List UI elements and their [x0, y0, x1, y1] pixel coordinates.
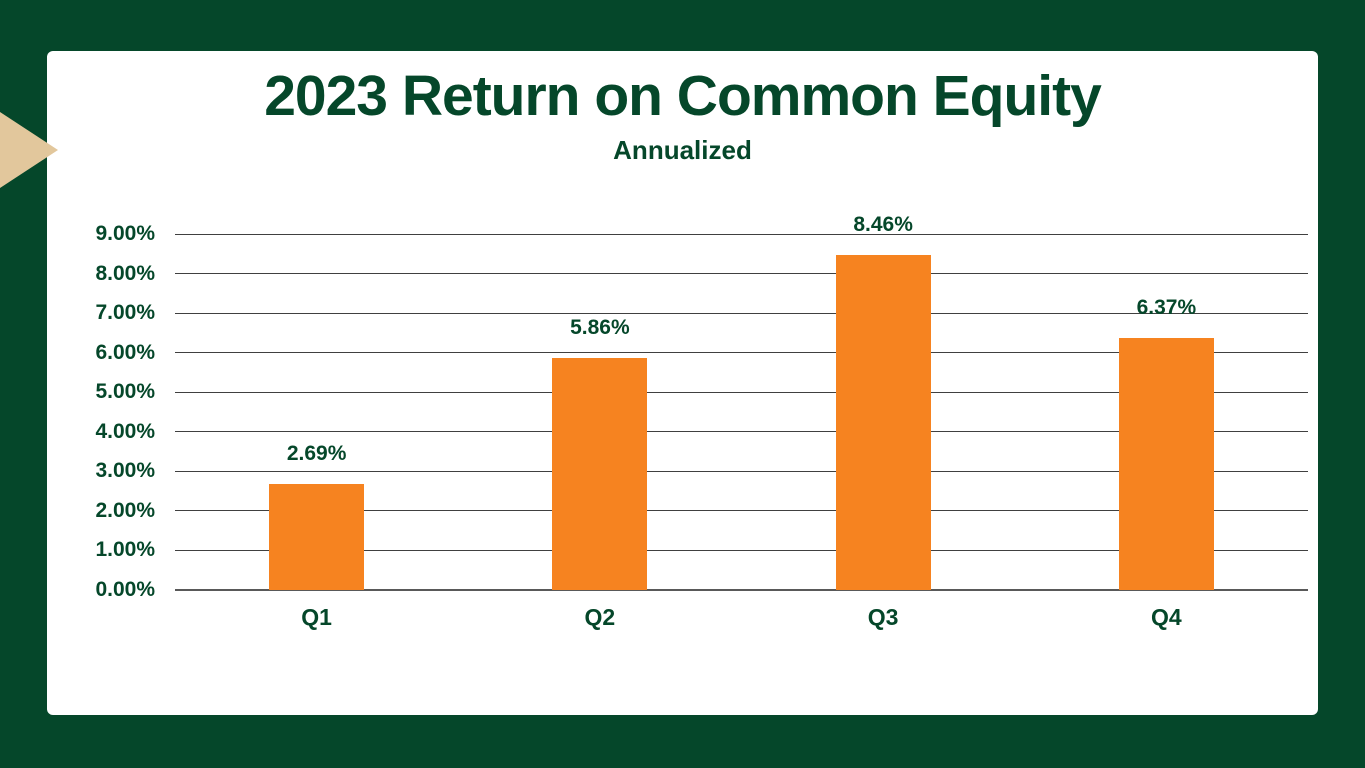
- y-tick-label: 0.00%: [95, 578, 155, 601]
- chart-title: 2023 Return on Common Equity: [264, 64, 1102, 128]
- bar-value-label: 2.69%: [286, 441, 347, 465]
- y-gridline: [175, 233, 1308, 235]
- x-category-label: Q4: [1151, 604, 1182, 630]
- bar-value-label: 8.46%: [853, 213, 913, 237]
- y-tick-label: 6.00%: [95, 340, 155, 364]
- x-category-label: Q1: [301, 604, 332, 630]
- y-tick-label: 9.00%: [95, 222, 155, 245]
- slide-panel: 2023 Return on Common Equity Annualized …: [47, 51, 1318, 715]
- y-gridline: [175, 391, 1308, 393]
- chart-subtitle: Annualized: [613, 135, 752, 165]
- y-gridline: [175, 352, 1308, 354]
- accent-arrow-triangle-icon: [0, 112, 58, 188]
- bar-q4: [1118, 338, 1214, 590]
- x-category-label: Q2: [584, 604, 616, 630]
- y-tick-label: 8.00%: [95, 261, 155, 285]
- bar-chart: 0.00% 1.00% 2.00% 3.00% 4.00% 5.00% 6.00% 7.00%…: [47, 51, 1318, 715]
- bar-q3: [835, 255, 931, 590]
- x-axis-line: [175, 589, 1308, 591]
- y-gridline: [175, 510, 1308, 512]
- y-tick-label: 7.00%: [95, 301, 155, 325]
- x-category-label: Q3: [867, 604, 899, 630]
- y-gridline: [175, 312, 1308, 314]
- y-gridline: [175, 470, 1308, 472]
- y-tick-label: 4.00%: [95, 419, 155, 443]
- y-tick-label: 1.00%: [95, 538, 155, 562]
- bar-value-label: 6.37%: [1136, 296, 1197, 320]
- bar-q1: [269, 483, 365, 590]
- y-gridline: [175, 431, 1308, 433]
- y-gridline: [175, 273, 1308, 275]
- y-tick-label: 2.00%: [95, 498, 155, 522]
- y-gridline: [175, 549, 1308, 551]
- bar-value-label: 5.86%: [570, 316, 630, 340]
- y-tick-label: 3.00%: [95, 459, 155, 483]
- bar-q2: [552, 358, 648, 590]
- y-tick-label: 5.00%: [95, 380, 155, 404]
